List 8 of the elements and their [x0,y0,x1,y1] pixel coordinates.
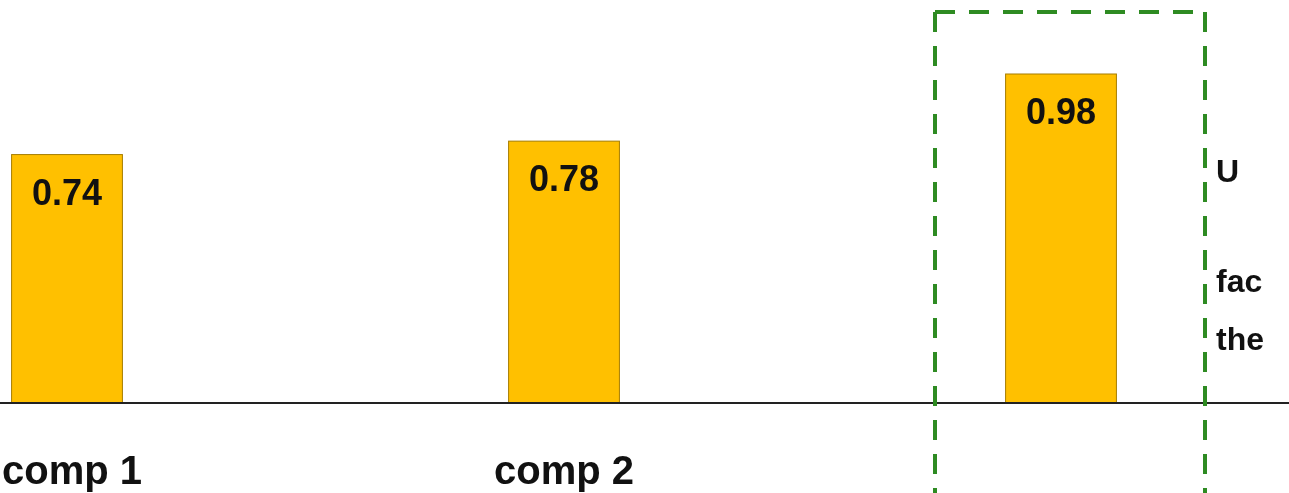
data-label: 0.74 [31,171,103,213]
data-label: 0.98 [1025,91,1097,132]
annotation: the [1216,321,1264,357]
x-tick-label: comp 2 [493,448,635,492]
annotation: fac [1216,263,1263,299]
x-tick-label: comp 1 [1,448,143,492]
annotation: U [1216,153,1240,189]
data-label: 0.78 [528,158,600,200]
